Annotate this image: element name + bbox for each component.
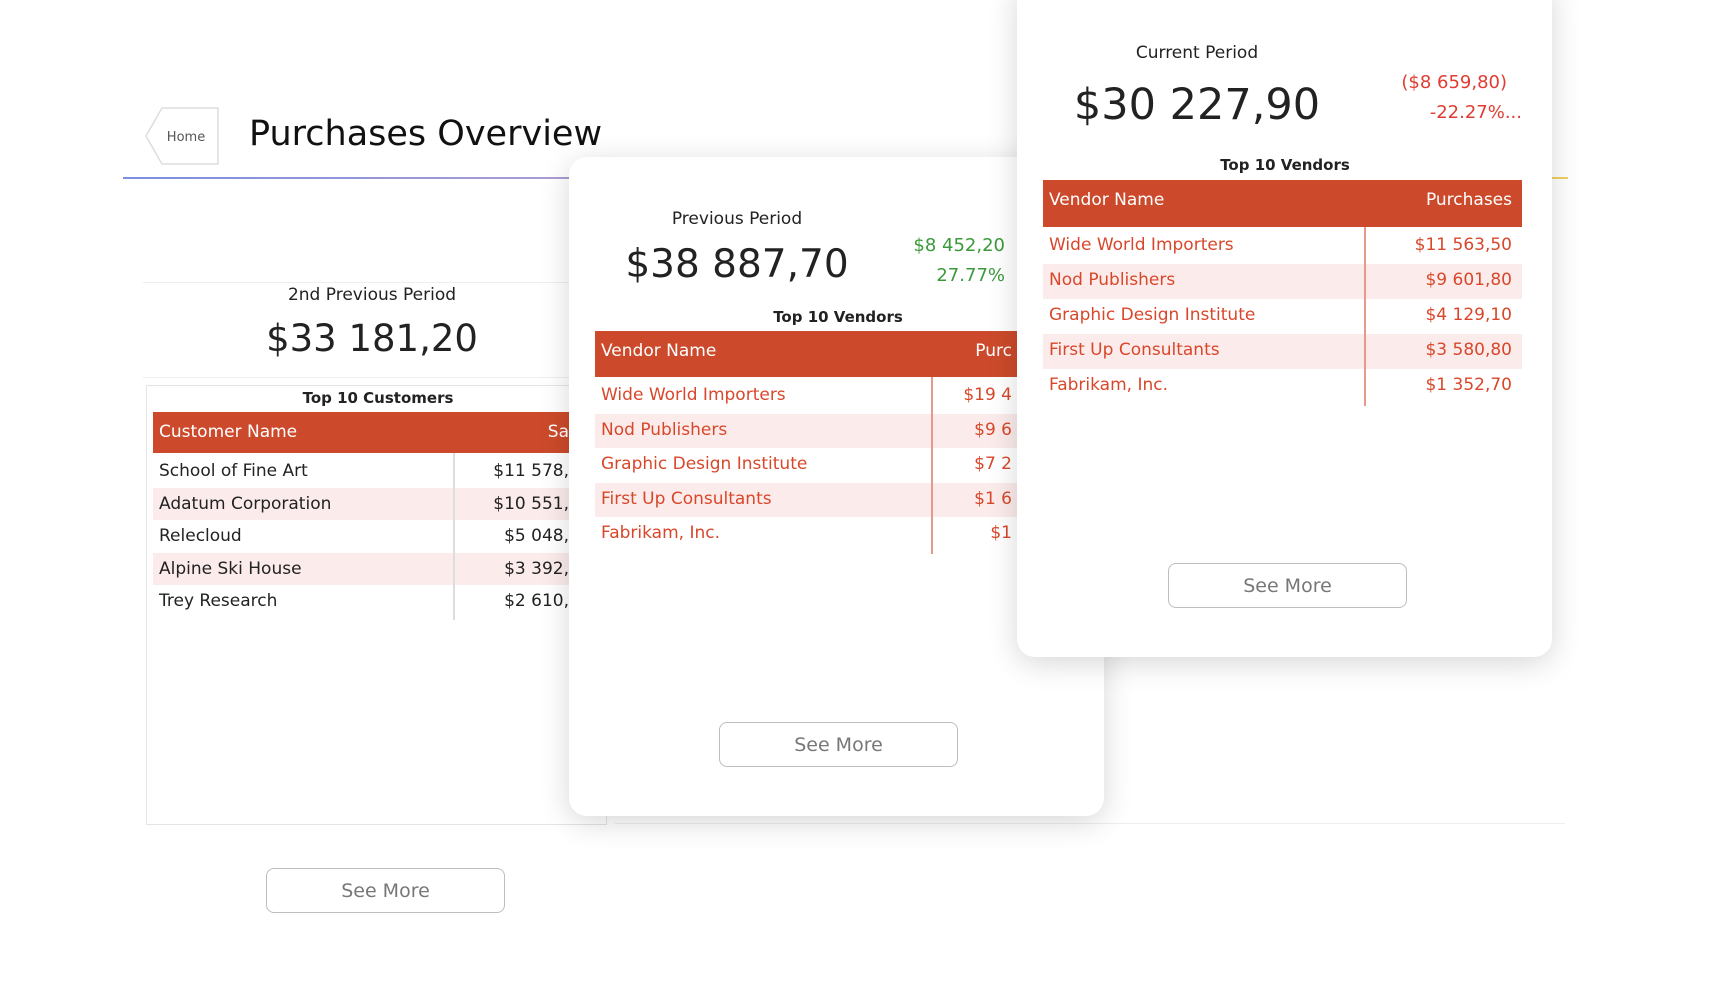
cell-value: $1 6 bbox=[974, 488, 1012, 509]
change-percent: 27.77% bbox=[936, 265, 1005, 286]
row-band bbox=[153, 552, 572, 585]
cell-value: $4 129,10 bbox=[1425, 305, 1512, 325]
table-title: Top 10 Vendors bbox=[1220, 156, 1350, 174]
row-band bbox=[595, 413, 1040, 448]
period-amount: $30 227,90 bbox=[1073, 80, 1321, 130]
table-header bbox=[1043, 180, 1522, 227]
table-header bbox=[153, 412, 572, 453]
cell-name: Fabrikam, Inc. bbox=[1049, 375, 1169, 395]
cell-value: $5 048, bbox=[504, 526, 569, 546]
current-panel bbox=[1017, 0, 1552, 657]
cell-value: $3 580,80 bbox=[1425, 340, 1512, 360]
cell-value: $7 2 bbox=[974, 454, 1012, 474]
column-divider bbox=[931, 377, 933, 554]
cell-value: $11 578, bbox=[493, 461, 569, 481]
cell-name: Wide World Importers bbox=[601, 385, 786, 405]
header-cell: Customer Name bbox=[159, 422, 298, 442]
cell-name: Fabrikam, Inc. bbox=[601, 523, 721, 543]
header-cell: Vendor Name bbox=[1049, 190, 1165, 210]
divider bbox=[143, 377, 613, 378]
cell-value: $19 4 bbox=[963, 385, 1012, 405]
cell-value: $10 551, bbox=[493, 493, 569, 514]
see-more-button[interactable]: See More bbox=[266, 868, 505, 913]
cell-name: Nod Publishers bbox=[601, 419, 728, 440]
period-label: Current Period bbox=[1135, 43, 1259, 63]
header-cell: Purchases bbox=[1425, 190, 1512, 210]
period-label: Previous Period bbox=[671, 209, 803, 229]
header-cell: Purc bbox=[975, 341, 1012, 361]
cell-name: Graphic Design Institute bbox=[601, 454, 808, 474]
cell-name: First Up Consultants bbox=[601, 488, 772, 509]
cell-value: $1 bbox=[990, 523, 1012, 543]
row-band bbox=[1043, 334, 1522, 369]
cell-name: Graphic Design Institute bbox=[1049, 305, 1256, 325]
header-cell: Vendor Name bbox=[601, 341, 717, 361]
cell-name: First Up Consultants bbox=[1049, 340, 1220, 360]
cell-value: $2 610, bbox=[504, 591, 569, 611]
table-title: Top 10 Customers bbox=[302, 389, 454, 407]
cell-value: $11 563,50 bbox=[1414, 235, 1512, 255]
cell-value: $3 392, bbox=[504, 558, 569, 579]
cell-value: $9 601,80 bbox=[1425, 270, 1512, 290]
cell-name: School of Fine Art bbox=[159, 461, 308, 481]
cell-name: Nod Publishers bbox=[1049, 270, 1176, 290]
header-cell: Sa bbox=[547, 422, 569, 442]
cell-name: Relecloud bbox=[159, 526, 242, 546]
change-percent: -22.27%... bbox=[1429, 102, 1522, 123]
change-value: ($8 659,80) bbox=[1401, 72, 1507, 93]
see-more-button[interactable]: See More bbox=[719, 722, 958, 767]
home-button[interactable]: Home bbox=[142, 106, 222, 166]
divider bbox=[143, 282, 613, 283]
see-more-button[interactable]: See More bbox=[1168, 563, 1407, 608]
table-header bbox=[595, 331, 1040, 377]
table-title: Top 10 Vendors bbox=[773, 308, 903, 326]
row-band bbox=[153, 487, 572, 520]
cell-name: Trey Research bbox=[159, 591, 278, 611]
cell-name: Adatum Corporation bbox=[159, 493, 332, 514]
change-value: $8 452,20 bbox=[913, 235, 1005, 256]
cell-value: $9 6 bbox=[974, 419, 1012, 440]
cell-name: Alpine Ski House bbox=[159, 558, 302, 579]
back-panel-right bbox=[615, 823, 1565, 824]
row-band bbox=[1043, 264, 1522, 299]
home-label: Home bbox=[167, 130, 205, 145]
period-amount: $38 887,70 bbox=[625, 242, 849, 287]
period-amount: $33 181,20 bbox=[266, 317, 478, 360]
period-label: 2nd Previous Period bbox=[287, 285, 457, 305]
column-divider bbox=[1364, 227, 1366, 406]
column-divider bbox=[453, 453, 455, 620]
cell-name: Wide World Importers bbox=[1049, 235, 1234, 255]
cell-value: $1 352,70 bbox=[1425, 375, 1512, 395]
page-title: Purchases Overview bbox=[249, 114, 603, 154]
row-band bbox=[595, 482, 1040, 517]
